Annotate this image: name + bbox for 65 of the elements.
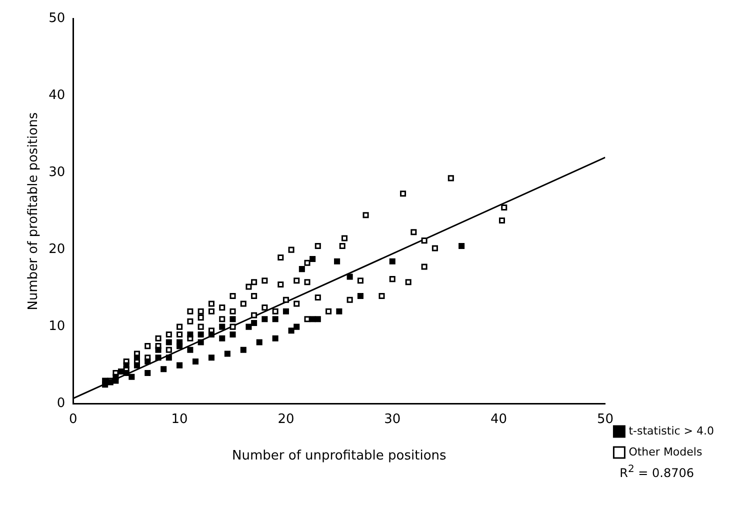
legend-label: t-statistic > 4.0 bbox=[628, 424, 714, 438]
x-tick-label: 40 bbox=[490, 412, 508, 427]
point bbox=[224, 350, 230, 357]
point bbox=[336, 308, 342, 314]
point bbox=[314, 316, 321, 322]
point bbox=[144, 370, 151, 376]
point bbox=[160, 366, 167, 372]
y-axis-title: Number of profitable positions bbox=[26, 112, 42, 310]
point bbox=[230, 331, 236, 338]
x-tick-label: 50 bbox=[596, 412, 614, 427]
point bbox=[288, 328, 294, 334]
legend-label: Other Models bbox=[628, 445, 702, 458]
point bbox=[112, 374, 119, 380]
point bbox=[134, 354, 140, 361]
point bbox=[123, 362, 130, 368]
point bbox=[262, 316, 268, 322]
point bbox=[198, 331, 204, 338]
point bbox=[272, 316, 278, 322]
point bbox=[310, 256, 316, 262]
x-tick-label: 30 bbox=[384, 412, 401, 427]
point bbox=[192, 358, 199, 364]
x-tick-label: 20 bbox=[278, 412, 294, 427]
point bbox=[272, 335, 278, 342]
point bbox=[246, 324, 252, 330]
y-tick-label: 0 bbox=[56, 396, 66, 412]
text: R$^{2}$ = 0.8706 bbox=[620, 464, 694, 480]
point bbox=[166, 339, 172, 346]
y-tick-label: 50 bbox=[48, 11, 66, 26]
point bbox=[357, 292, 364, 300]
point bbox=[219, 324, 226, 330]
y-tick-label: 10 bbox=[48, 319, 66, 334]
point bbox=[240, 346, 246, 353]
point bbox=[176, 362, 183, 368]
point bbox=[310, 316, 316, 322]
point bbox=[187, 346, 194, 353]
point bbox=[134, 362, 140, 368]
x-tick-label: 10 bbox=[171, 412, 188, 427]
point bbox=[155, 346, 162, 353]
point bbox=[294, 324, 300, 330]
point bbox=[219, 335, 226, 342]
x-tick-label: 0 bbox=[69, 412, 78, 427]
point bbox=[102, 378, 108, 384]
point bbox=[166, 354, 172, 361]
point bbox=[251, 320, 258, 326]
point bbox=[187, 331, 194, 338]
point bbox=[334, 258, 340, 264]
point bbox=[458, 242, 465, 249]
point bbox=[230, 316, 236, 322]
point bbox=[298, 266, 305, 272]
y-tick-label: 40 bbox=[48, 88, 66, 104]
point bbox=[389, 258, 396, 264]
point bbox=[128, 374, 135, 380]
point bbox=[155, 354, 162, 361]
point bbox=[208, 354, 214, 361]
point bbox=[123, 370, 130, 376]
point bbox=[208, 331, 214, 338]
x-axis-title: Number of unprofitable positions bbox=[232, 448, 447, 464]
point bbox=[346, 274, 353, 280]
y-tick-label: 30 bbox=[48, 165, 66, 180]
point bbox=[144, 358, 151, 364]
y-tick-label: 20 bbox=[48, 242, 66, 258]
point bbox=[282, 308, 289, 314]
point bbox=[198, 339, 204, 346]
point bbox=[256, 339, 262, 346]
point bbox=[176, 339, 183, 346]
